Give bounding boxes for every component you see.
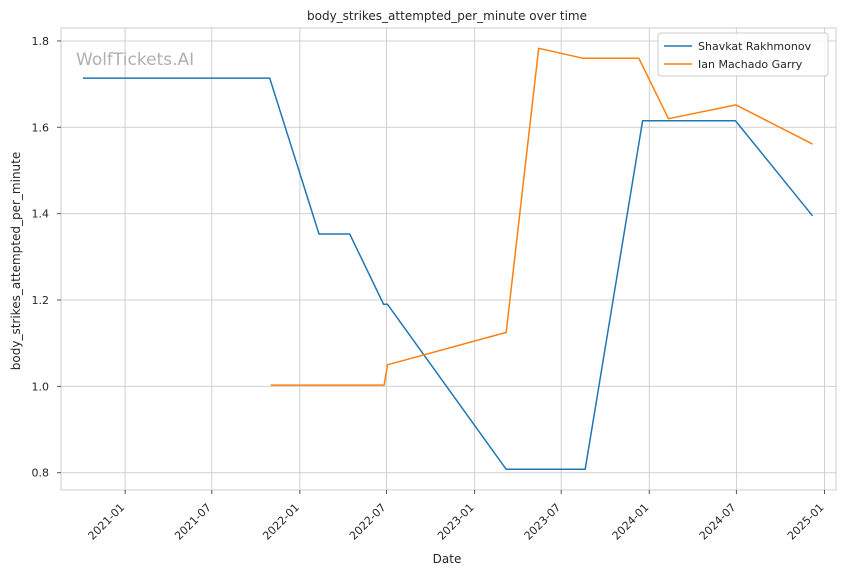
y-tick-label: 1.4	[32, 208, 50, 221]
y-tick-label: 1.8	[32, 35, 50, 48]
y-tick-label: 1.2	[32, 294, 50, 307]
y-axis-ticks: 0.8 1.0 1.2 1.4 1.6 1.8	[32, 35, 61, 480]
legend-label-series-1: Shavkat Rakhmonov	[698, 40, 812, 53]
y-axis-label: body_strikes_attempted_per_minute	[9, 152, 23, 370]
legend: Shavkat Rakhmonov Ian Machado Garry	[657, 32, 829, 77]
x-axis-label: Date	[433, 552, 462, 566]
series-line-1	[83, 77, 814, 471]
y-tick-label: 1.0	[32, 380, 50, 393]
grid	[61, 28, 836, 490]
y-tick-label: 1.6	[32, 121, 50, 134]
plot-frame	[60, 27, 837, 491]
series-line-2	[270, 47, 813, 386]
legend-label-series-2: Ian Machado Garry	[698, 58, 803, 71]
chart-title: body_strikes_attempted_per_minute over t…	[307, 9, 587, 23]
series-layer	[83, 47, 814, 471]
legend-box	[657, 32, 829, 77]
watermark: WolfTickets.AI	[76, 50, 194, 70]
y-tick-label: 0.8	[32, 467, 50, 480]
